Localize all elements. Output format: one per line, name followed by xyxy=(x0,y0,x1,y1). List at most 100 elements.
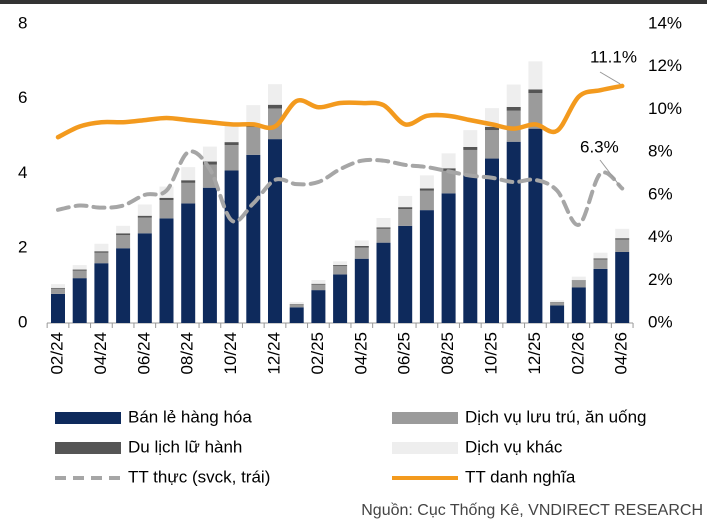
bar-segment xyxy=(593,268,608,323)
y2-tick-label: 12% xyxy=(648,56,682,75)
x-tick-label: 02/25 xyxy=(308,332,327,375)
bar-segment xyxy=(202,187,217,323)
bar-segment xyxy=(506,141,521,323)
x-tick-label: 10/25 xyxy=(481,332,500,375)
bar-segment xyxy=(181,182,196,204)
bar-segment xyxy=(376,227,391,229)
bar-segment xyxy=(224,125,239,143)
bar-segment xyxy=(528,93,543,129)
legend-label: Dịch vụ khác xyxy=(465,437,563,456)
x-tick-label: 04/24 xyxy=(91,332,110,375)
bar-segment xyxy=(550,302,565,306)
x-tick-label: 06/25 xyxy=(395,332,414,375)
bar-segment xyxy=(333,266,348,275)
y2-tick-label: 8% xyxy=(648,142,673,161)
bar-segment xyxy=(224,170,239,323)
bar-segment xyxy=(268,139,282,323)
bar-segment xyxy=(528,128,543,323)
bar-segment xyxy=(571,280,586,282)
bar-segment xyxy=(51,287,65,289)
bar-segment xyxy=(72,269,87,271)
bar-segment xyxy=(51,284,65,288)
bar-segment xyxy=(615,228,630,239)
annotation: 6.3% xyxy=(580,137,619,156)
bar-segment xyxy=(246,105,261,124)
bar-segment xyxy=(116,225,131,234)
bar-segment xyxy=(376,228,391,243)
bar-segment xyxy=(116,235,131,249)
y2-tick-label: 2% xyxy=(648,270,673,289)
bar-segment xyxy=(550,305,565,323)
bar-segment xyxy=(137,233,152,323)
bar-segment xyxy=(506,110,521,142)
legend-label: Dịch vụ lưu trú, ăn uống xyxy=(465,407,646,426)
annotation: 11.1% xyxy=(590,47,637,66)
bar-segment xyxy=(72,278,87,323)
bar-segment xyxy=(246,154,261,323)
bar-segment xyxy=(419,188,434,191)
legend-swatch xyxy=(55,442,121,454)
bar-segment xyxy=(398,209,413,226)
y-tick-label: 4 xyxy=(18,163,27,182)
bar-segment xyxy=(94,252,109,264)
bar-segment xyxy=(615,239,630,252)
bar-segment xyxy=(202,146,217,162)
bar-segment xyxy=(593,252,608,259)
legend-swatch xyxy=(55,412,121,424)
bar-segment xyxy=(72,270,87,279)
bar-segment xyxy=(51,293,65,323)
y-tick-label: 2 xyxy=(18,238,27,257)
bar-segment xyxy=(289,307,304,323)
x-tick-label: 10/24 xyxy=(221,332,240,375)
bar-segment xyxy=(224,145,239,171)
bar-segment xyxy=(159,218,174,323)
y-tick-label: 0 xyxy=(18,312,27,331)
bar-segment xyxy=(311,280,326,284)
bar-segment xyxy=(94,251,109,253)
bar-segment xyxy=(202,161,217,165)
bar-segment xyxy=(593,259,608,269)
source-note: Nguồn: Cục Thống Kê, VNDIRECT RESEARCH xyxy=(361,502,703,519)
bar-segment xyxy=(593,258,608,260)
bar-segment xyxy=(202,164,217,188)
bar-segment xyxy=(311,283,326,285)
bar-segment xyxy=(333,265,348,267)
bar-segment xyxy=(246,127,261,155)
bar-segment xyxy=(159,200,174,219)
bar-segment xyxy=(419,210,434,323)
bar-segment xyxy=(354,258,369,323)
bar-segment xyxy=(615,238,630,240)
bar-segment xyxy=(463,149,478,176)
bar-segment xyxy=(485,158,499,323)
bar-segment xyxy=(615,251,630,323)
bar-segment xyxy=(333,274,348,323)
legend-label: TT thực (svck, trái) xyxy=(128,467,270,486)
bar-segment xyxy=(354,247,369,259)
bar-segment xyxy=(376,242,391,323)
x-tick-label: 04/25 xyxy=(351,332,370,375)
legend-label: TT danh nghĩa xyxy=(465,467,576,486)
x-tick-label: 04/26 xyxy=(612,332,631,375)
bar-segment xyxy=(398,225,413,323)
bar-segment xyxy=(159,197,174,201)
bar-segment xyxy=(419,190,434,211)
dashed-line xyxy=(56,149,625,227)
bar-segment xyxy=(94,263,109,323)
bar-segment xyxy=(181,167,196,181)
bar-segment xyxy=(376,217,391,228)
annotation-leader xyxy=(599,159,621,187)
bar-segment xyxy=(528,61,543,90)
y2-tick-label: 6% xyxy=(648,184,673,203)
x-tick-label: 12/24 xyxy=(264,332,283,375)
x-tick-label: 08/24 xyxy=(178,332,197,375)
bar-segment xyxy=(485,130,499,159)
bar-segment xyxy=(137,204,152,216)
bar-segment xyxy=(72,265,87,270)
bar-segment xyxy=(506,84,521,107)
bar-segment xyxy=(181,180,196,183)
bar-segment xyxy=(268,104,282,109)
annotation-leader xyxy=(599,71,621,85)
x-tick-label: 08/25 xyxy=(438,332,457,375)
y-tick-label: 6 xyxy=(18,88,27,107)
